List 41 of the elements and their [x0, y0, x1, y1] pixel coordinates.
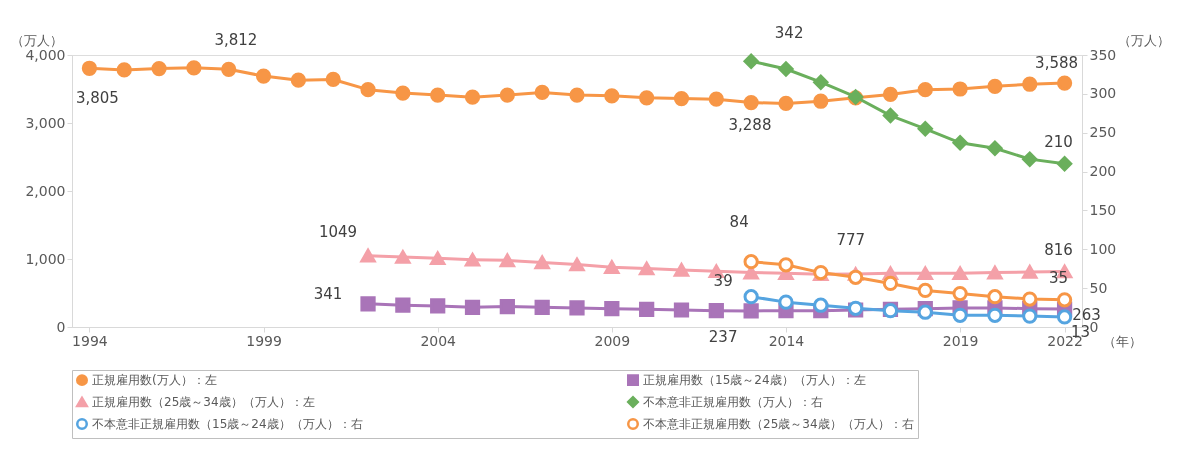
x-axis-title: （年）	[1102, 333, 1142, 349]
y2-tick-label: 350	[1089, 46, 1117, 63]
data-label: 237	[708, 327, 738, 346]
y-tick-label: 0	[56, 318, 66, 335]
data-label: 84	[729, 212, 749, 231]
data-label: 816	[1044, 240, 1073, 259]
legend-label: 不本意非正規雇用数（25歳～34歳）（万人）：右	[643, 417, 914, 431]
data-label: 1049	[318, 222, 358, 241]
data-label: 777	[836, 231, 866, 250]
legend-label: 不本意非正規雇用数（15歳～24歳）（万人）：右	[92, 417, 363, 431]
x-tick-label: 2019	[942, 332, 979, 349]
legend-label: 正規雇用数（25歳～34歳）（万人）：左	[92, 395, 315, 409]
data-label: 35	[1049, 268, 1069, 287]
y2-tick-label: 300	[1089, 85, 1117, 102]
y2-tick-label: 200	[1089, 163, 1117, 180]
y-axis-title: （万人）	[10, 32, 63, 48]
x-tick-label: 2009	[594, 332, 631, 349]
data-label: 341	[313, 284, 343, 303]
data-label: 3,288	[728, 116, 772, 135]
y-tick-label: 4,000	[25, 46, 66, 63]
x-tick-label: 2014	[768, 332, 805, 349]
data-label: 3,805	[75, 89, 119, 108]
y-tick-label: 2,000	[25, 182, 66, 199]
x-tick-label: 1994	[72, 332, 108, 349]
data-label: 39	[713, 271, 733, 290]
y2-axis-title: （万人）	[1117, 32, 1170, 48]
data-label: 210	[1044, 132, 1073, 151]
y2-tick-label: 250	[1089, 124, 1117, 141]
data-label: 3,812	[214, 30, 258, 49]
y2-tick-label: 100	[1089, 240, 1117, 257]
x-tick-label: 1999	[246, 332, 282, 349]
y2-tick-label: 150	[1089, 201, 1117, 218]
data-label: 342	[774, 24, 804, 43]
legend-label: 不本意非正規雇用数（万人）：右	[643, 395, 823, 409]
x-tick-label: 2004	[420, 332, 457, 349]
y-tick-label: 3,000	[25, 114, 66, 131]
legend-label: 正規雇用数(万人）：左	[92, 373, 217, 388]
y-tick-label: 1,000	[25, 250, 66, 267]
legend-label: 正規雇用数（15歳～24歳）（万人）：左	[643, 373, 866, 388]
data-label: 3,588	[1035, 54, 1079, 73]
y2-tick-label: 50	[1089, 279, 1108, 296]
